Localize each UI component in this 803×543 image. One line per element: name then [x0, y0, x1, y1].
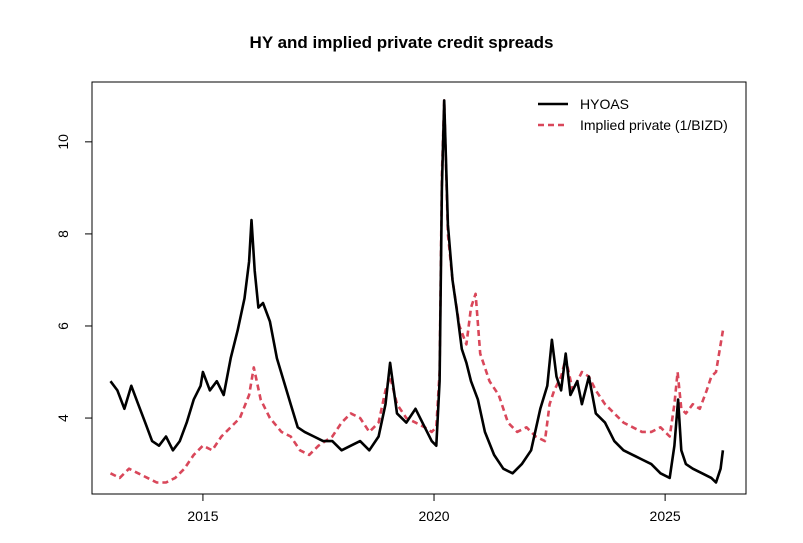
x-tick-label-2025: 2025: [650, 508, 681, 524]
x-tick-label-2020: 2020: [418, 508, 449, 524]
y-tick-label-8: 8: [55, 230, 71, 238]
plot-frame: [91, 81, 747, 495]
y-tick-label-4: 4: [55, 414, 71, 422]
legend-label-hyoas: HYOAS: [580, 96, 629, 112]
y-tick-label-6: 6: [55, 322, 71, 330]
series-layer: [109, 99, 725, 484]
legend: HYOAS Implied private (1/BIZD): [538, 96, 728, 133]
y-axis: 4 6 8 10: [55, 134, 92, 422]
legend-label-implied-private: Implied private (1/BIZD): [580, 117, 728, 133]
series-line-implied-private: [109, 99, 725, 484]
series-line-hyoas: [109, 99, 725, 484]
x-axis: 2015 2020 2025: [187, 494, 681, 524]
chart-title: HY and implied private credit spreads: [249, 33, 554, 52]
x-tick-label-2015: 2015: [187, 508, 218, 524]
y-tick-label-10: 10: [55, 134, 71, 150]
